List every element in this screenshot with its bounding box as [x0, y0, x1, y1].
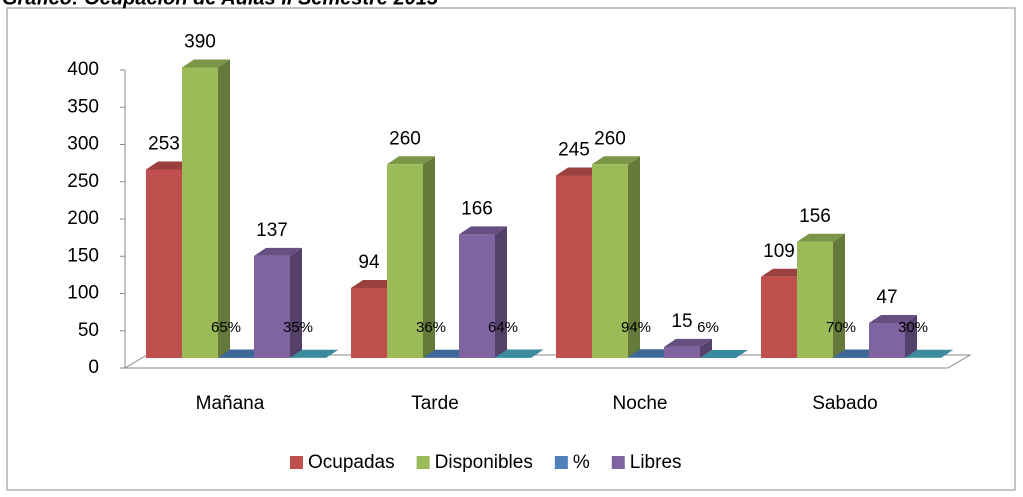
- bar-face: [326, 349, 338, 358]
- chart-title: Grafico: Ocupación de Aulas II Semestre …: [2, 0, 438, 9]
- data-label: 166: [461, 198, 493, 219]
- legend-swatch: [290, 456, 303, 469]
- data-label: 94: [358, 252, 380, 273]
- x-tick-label: Mañana: [196, 393, 265, 414]
- legend-label: Disponibles: [435, 452, 533, 473]
- data-label: 260: [594, 128, 626, 149]
- y-tick-label: 350: [67, 96, 99, 117]
- data-label: 35%: [283, 319, 313, 336]
- bar-face: [290, 349, 338, 358]
- x-tick-label: Sabado: [812, 393, 878, 414]
- data-label: 137: [256, 220, 288, 241]
- bar-face: [592, 164, 628, 358]
- data-label: 156: [799, 206, 831, 227]
- bar-face: [290, 247, 302, 358]
- bar-face: [387, 156, 435, 165]
- bar-face: [387, 164, 423, 358]
- bar-face: [254, 255, 290, 358]
- bar-face: [459, 226, 507, 235]
- data-label: 64%: [488, 319, 518, 336]
- bar-face: [797, 233, 845, 242]
- data-label: 47: [876, 287, 897, 308]
- x-tick-label: Noche: [613, 393, 668, 414]
- bar: [290, 349, 338, 358]
- bar: [459, 226, 507, 358]
- data-label: 94%: [621, 319, 651, 336]
- bar-face: [423, 156, 435, 358]
- bar-face: [182, 59, 230, 68]
- y-tick-label: 400: [67, 59, 99, 80]
- data-label: 30%: [898, 319, 928, 336]
- y-tick-label: 300: [67, 134, 99, 155]
- bar-face: [664, 338, 712, 347]
- data-label: 109: [763, 241, 795, 262]
- bar: [905, 349, 953, 358]
- y-tick-label: 150: [67, 245, 99, 266]
- bar-face: [905, 314, 917, 358]
- y-tick-label: 50: [78, 320, 99, 341]
- bar-face: [628, 357, 664, 358]
- y-tick-label: 250: [67, 171, 99, 192]
- bar-face: [218, 59, 230, 358]
- bar: [664, 338, 712, 358]
- bar: [495, 349, 543, 358]
- bar-face: [351, 287, 387, 358]
- bar-face: [556, 175, 592, 358]
- bar-face: [700, 338, 712, 358]
- data-label: 6%: [697, 319, 719, 336]
- legend-label: Ocupadas: [308, 452, 395, 473]
- floor: [123, 354, 972, 369]
- bar-face: [459, 234, 495, 358]
- bar-face: [833, 357, 869, 358]
- y-tick-label: 0: [88, 357, 99, 378]
- legend-label: Libres: [630, 452, 682, 473]
- bar-face: [495, 226, 507, 358]
- bar: [592, 156, 640, 358]
- data-label: 65%: [211, 319, 241, 336]
- bar-face: [664, 346, 700, 358]
- bar-face: [736, 349, 748, 358]
- bar-face: [941, 349, 953, 358]
- data-label: 70%: [826, 319, 856, 336]
- x-tick-label: Tarde: [411, 393, 459, 414]
- bar-face: [254, 247, 302, 256]
- bar-face: [869, 322, 905, 358]
- data-label: 260: [389, 128, 421, 149]
- bar: [869, 314, 917, 358]
- data-label: 36%: [416, 319, 446, 336]
- bar-face: [146, 169, 182, 358]
- bar-face: [905, 349, 953, 358]
- bar-face: [700, 349, 748, 358]
- bar: [761, 268, 809, 358]
- bar-face: [797, 241, 833, 358]
- y-tick-label: 100: [67, 283, 99, 304]
- bar: [700, 349, 748, 358]
- bar: [387, 156, 435, 358]
- data-label: 253: [148, 134, 180, 155]
- bar-face: [495, 349, 543, 358]
- bar-face: [869, 314, 917, 323]
- data-label: 15: [671, 311, 692, 332]
- bar-face: [531, 349, 543, 358]
- data-label: 390: [184, 31, 216, 52]
- bar-face: [592, 156, 640, 165]
- bar-face: [628, 156, 640, 358]
- legend-label: %: [573, 452, 590, 473]
- bar-face: [761, 276, 797, 358]
- data-label: 245: [558, 139, 590, 160]
- legend-swatch: [611, 456, 625, 469]
- y-tick-label: 200: [67, 208, 99, 229]
- bar: [182, 59, 230, 358]
- bar: [254, 247, 302, 358]
- legend-swatch: [416, 456, 430, 469]
- bar: [797, 233, 845, 358]
- legend-swatch: [554, 456, 568, 469]
- bar-face: [182, 67, 218, 358]
- bar-face: [833, 233, 845, 358]
